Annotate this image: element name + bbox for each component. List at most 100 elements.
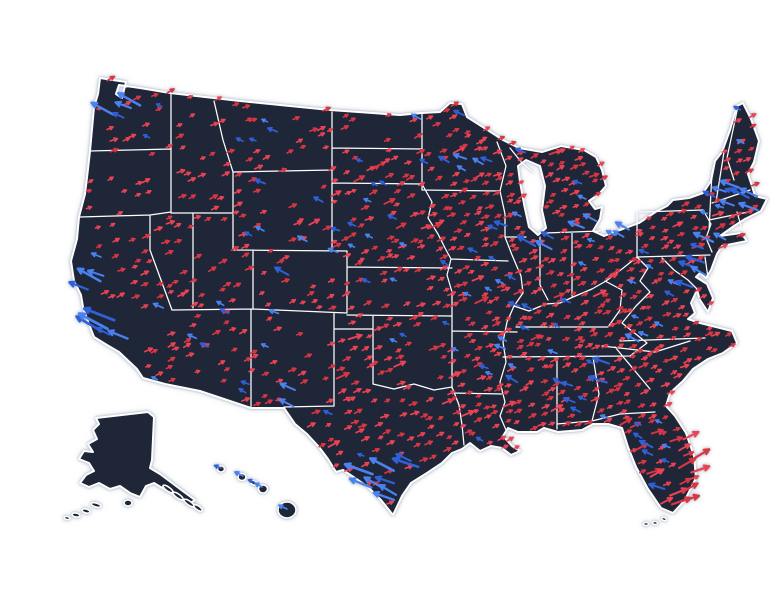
rep-shift-arrow (391, 254, 400, 259)
rep-shift-arrow (209, 194, 219, 200)
rep-shift-arrow (597, 245, 605, 250)
rep-shift-arrow (449, 301, 459, 308)
rep-shift-arrow (226, 148, 235, 154)
rep-shift-arrow (529, 255, 539, 260)
rep-shift-arrow (465, 390, 473, 395)
dem-shift-arrow (96, 326, 111, 336)
rep-shift-arrow (276, 258, 285, 264)
rep-shift-arrow (286, 149, 294, 154)
rep-shift-arrow (171, 346, 180, 351)
dem-shift-arrow (411, 113, 422, 120)
rep-shift-arrow (209, 151, 216, 156)
rep-shift-arrow (636, 321, 643, 326)
dem-shift-arrow (355, 158, 364, 163)
rep-shift-arrow (524, 268, 532, 273)
alaska-island (172, 491, 184, 501)
rep-shift-arrow (450, 101, 460, 108)
rep-shift-arrow (563, 314, 571, 320)
dem-shift-arrow (216, 300, 225, 307)
rep-shift-arrow (638, 469, 647, 474)
rep-shift-arrow (528, 402, 536, 407)
rep-shift-arrow (496, 383, 504, 388)
rep-shift-arrow (451, 440, 459, 445)
dem-shift-arrow (570, 406, 582, 413)
rep-shift-arrow (87, 179, 94, 184)
rep-shift-arrow (603, 417, 613, 424)
rep-shift-arrow (694, 337, 703, 342)
dem-shift-arrow (234, 471, 244, 477)
rep-shift-arrow (490, 410, 499, 415)
rep-shift-arrow (128, 237, 136, 242)
rep-shift-arrow (259, 209, 267, 215)
rep-shift-arrow (215, 96, 222, 101)
rep-shift-arrow (328, 166, 337, 172)
rep-shift-arrow (723, 166, 730, 171)
rep-shift-arrow (429, 454, 437, 460)
rep-shift-arrow (475, 220, 485, 227)
rep-shift-arrow (724, 178, 731, 183)
rep-shift-arrow (475, 394, 482, 399)
rep-shift-arrow (635, 289, 642, 294)
rep-shift-arrow (639, 305, 646, 310)
rep-shift-arrow (666, 239, 674, 244)
rep-shift-arrow (545, 312, 555, 319)
rep-shift-arrow (485, 343, 495, 348)
rep-shift-arrow (607, 258, 615, 263)
dem-shift-arrow (627, 279, 637, 284)
rep-shift-arrow (350, 380, 360, 386)
alaska-island (192, 503, 204, 513)
rep-shift-arrow (326, 293, 335, 299)
rep-shift-arrow (141, 249, 149, 254)
rep-shift-arrow (744, 209, 754, 215)
rep-shift-arrow (364, 355, 373, 361)
rep-shift-arrow (578, 339, 586, 344)
rep-shift-arrow (552, 209, 561, 215)
rep-shift-arrow (633, 259, 642, 265)
rep-shift-arrow (736, 158, 743, 163)
rep-shift-arrow (502, 400, 516, 408)
rep-shift-arrow (700, 225, 708, 231)
dem-shift-arrow (605, 229, 616, 237)
rep-shift-arrow (165, 144, 173, 149)
rep-shift-arrow (264, 399, 273, 405)
rep-shift-arrow (471, 275, 485, 282)
dem-shift-arrow (330, 226, 341, 232)
rep-shift-arrow (679, 363, 690, 369)
dem-shift-arrow (261, 118, 269, 123)
rep-shift-arrow (537, 356, 546, 362)
rep-shift-arrow (141, 233, 151, 239)
dem-shift-arrow (587, 237, 595, 243)
rep-shift-arrow (95, 244, 102, 249)
rep-shift-arrow (409, 117, 418, 123)
alaska-island (81, 508, 91, 514)
rep-shift-arrow (518, 193, 527, 200)
rep-shift-arrow (151, 92, 159, 98)
rep-shift-arrow (336, 366, 346, 372)
rep-shift-arrow (322, 376, 329, 381)
rep-shift-arrow (238, 213, 247, 218)
rep-shift-arrow (344, 409, 353, 415)
rep-shift-arrow (588, 172, 600, 178)
rep-shift-arrow (486, 440, 493, 445)
dem-shift-arrow (255, 225, 265, 232)
rep-shift-arrow (541, 391, 550, 397)
dem-shift-arrow (456, 165, 467, 172)
rep-shift-arrow (439, 148, 448, 153)
rep-shift-arrow (491, 296, 500, 302)
dem-shift-arrow (472, 157, 484, 166)
rep-shift-arrow (623, 399, 631, 405)
rep-shift-arrow (362, 388, 372, 394)
dem-shift-arrow (495, 279, 505, 285)
rep-shift-arrow (649, 402, 657, 407)
rep-shift-arrow (463, 212, 471, 217)
rep-shift-arrow (306, 422, 316, 428)
rep-shift-arrow (443, 446, 452, 453)
rep-shift-arrow (332, 242, 342, 248)
rep-shift-arrow (484, 172, 492, 177)
rep-shift-arrow (245, 117, 252, 122)
rep-shift-arrow (442, 303, 451, 309)
rep-shift-arrow (430, 315, 438, 321)
rep-shift-arrow (540, 322, 548, 327)
rep-shift-arrow (735, 211, 743, 217)
rep-shift-arrow (470, 177, 478, 182)
